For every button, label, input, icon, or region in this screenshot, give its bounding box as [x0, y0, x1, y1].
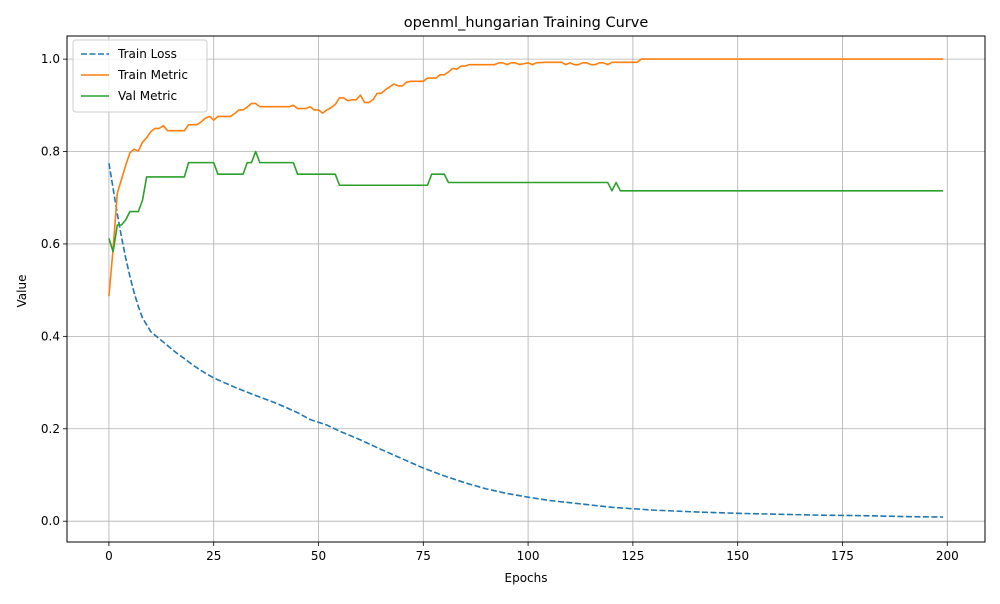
legend-label-train-metric: Train Metric — [117, 68, 188, 82]
x-axis-ticks: 0 25 50 75 100 125 150 175 200 — [105, 542, 959, 563]
x-tick-label: 25 — [206, 549, 221, 563]
x-tick-label: 175 — [831, 549, 854, 563]
x-tick-label: 100 — [517, 549, 540, 563]
legend-label-train-loss: Train Loss — [117, 47, 177, 61]
x-tick-label: 0 — [105, 549, 113, 563]
x-tick-label: 75 — [416, 549, 431, 563]
y-tick-label: 0.4 — [41, 329, 60, 343]
legend: Train Loss Train Metric Val Metric — [72, 39, 208, 113]
y-axis-label: Value — [15, 275, 29, 308]
legend-label-val-metric: Val Metric — [118, 89, 177, 103]
series-line-val-metric — [108, 150, 944, 253]
legend-box — [72, 39, 208, 113]
legend-entries: Train Loss Train Metric Val Metric — [81, 47, 188, 103]
y-tick-label: 0.0 — [41, 514, 60, 528]
series-layer — [108, 58, 944, 518]
grid — [67, 36, 985, 542]
y-tick-label: 1.0 — [41, 52, 60, 66]
axes-frame — [66, 35, 986, 543]
series-line-train-loss — [108, 162, 944, 518]
series-line-train-metric — [108, 58, 944, 297]
x-axis-label: Epochs — [505, 571, 548, 585]
y-axis-ticks: 0.0 0.2 0.4 0.6 0.8 1.0 — [41, 52, 67, 528]
y-tick-label: 0.8 — [41, 145, 60, 159]
x-tick-label: 150 — [726, 549, 749, 563]
y-tick-label: 0.2 — [41, 422, 60, 436]
chart-title: openml_hungarian Training Curve — [404, 15, 649, 31]
x-tick-label: 50 — [311, 549, 326, 563]
y-tick-label: 0.6 — [41, 237, 60, 251]
x-tick-label: 125 — [621, 549, 644, 563]
x-tick-label: 200 — [936, 549, 959, 563]
